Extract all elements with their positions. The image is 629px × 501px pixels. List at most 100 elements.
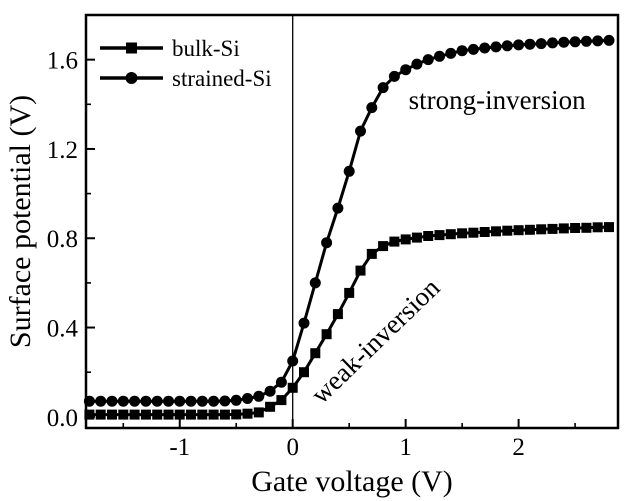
data-point-square <box>287 382 298 393</box>
data-point-square <box>174 409 185 420</box>
y-tick-label: 0.8 <box>47 226 78 253</box>
x-tick-label: 2 <box>512 434 525 461</box>
data-point-square <box>536 224 547 235</box>
data-point-circle <box>535 38 547 50</box>
data-point-square <box>219 409 230 420</box>
data-point-circle <box>140 395 152 407</box>
data-point-circle <box>253 390 265 402</box>
data-point-square <box>253 407 264 418</box>
x-tick-label: 0 <box>286 434 299 461</box>
y-axis-title: Surface potential (V) <box>4 95 37 348</box>
data-point-circle <box>501 40 513 52</box>
data-point-square <box>84 409 95 420</box>
data-point-square <box>332 309 343 320</box>
data-point-square <box>118 409 129 420</box>
data-point-square <box>400 234 411 245</box>
y-tick-label: 1.6 <box>47 48 78 75</box>
data-point-square <box>479 227 490 237</box>
data-point-square <box>355 265 366 276</box>
data-point-square <box>231 409 242 420</box>
data-point-square <box>95 409 106 420</box>
data-point-circle <box>242 393 253 404</box>
data-point-circle <box>185 395 197 407</box>
legend-label: bulk-Si <box>172 36 240 61</box>
series-bulk-si <box>84 222 614 420</box>
x-tick-label: -1 <box>169 434 190 461</box>
data-point-square <box>107 409 117 420</box>
y-tick-label: 0.4 <box>47 316 79 343</box>
data-point-circle <box>129 395 141 407</box>
data-point-circle <box>117 395 129 407</box>
data-point-square <box>558 223 569 234</box>
legend-circle-marker <box>125 72 138 84</box>
data-point-circle <box>513 39 525 51</box>
data-point-circle <box>151 395 163 407</box>
plot-frame <box>84 13 620 430</box>
data-point-square <box>265 401 276 412</box>
data-point-circle <box>196 395 208 407</box>
data-point-circle <box>309 277 321 289</box>
data-point-circle <box>355 125 366 137</box>
data-point-square <box>445 229 456 240</box>
data-point-circle <box>524 38 536 50</box>
data-point-circle <box>580 35 592 47</box>
data-point-circle <box>377 82 389 94</box>
data-point-square <box>570 223 581 233</box>
data-point-circle <box>298 317 310 329</box>
data-point-circle <box>603 34 615 46</box>
data-point-circle <box>174 395 186 407</box>
data-point-circle <box>490 41 502 53</box>
data-point-square <box>468 227 479 238</box>
data-point-circle <box>558 36 570 48</box>
y-tick-label: 0.0 <box>47 405 78 432</box>
series-strained-si <box>83 34 615 407</box>
data-point-circle <box>219 395 231 407</box>
data-point-square <box>592 222 603 233</box>
data-point-square <box>389 236 400 247</box>
data-point-circle <box>479 42 491 54</box>
axis-ticks <box>86 58 576 428</box>
data-point-square <box>140 409 151 420</box>
data-point-circle <box>208 395 220 407</box>
data-point-circle <box>106 395 118 407</box>
data-point-square <box>502 225 513 236</box>
data-point-circle <box>95 395 107 407</box>
data-point-circle <box>445 47 457 59</box>
x-axis-title: Gate voltage (V) <box>251 465 453 498</box>
axis-tick-labels: -1 0 1 2 0.0 0.4 0.8 1.2 1.6 <box>47 48 525 461</box>
data-point-square <box>513 225 524 236</box>
data-point-circle <box>456 45 468 57</box>
data-point-circle <box>366 102 378 114</box>
data-point-square <box>129 409 140 420</box>
legend: bulk-Si strained-Si <box>100 36 272 91</box>
data-point-circle <box>287 355 299 367</box>
data-point-circle <box>321 237 333 249</box>
data-point-square <box>581 222 592 233</box>
data-point-circle <box>400 64 412 76</box>
x-tick-label: 1 <box>399 434 412 461</box>
data-point-circle <box>230 394 242 406</box>
data-point-square <box>299 367 309 378</box>
data-point-square <box>242 408 253 419</box>
data-point-circle <box>547 37 558 49</box>
data-point-square <box>310 348 321 359</box>
data-point-square <box>163 409 174 420</box>
data-point-circle <box>343 165 355 177</box>
data-point-circle <box>332 202 344 214</box>
data-point-circle <box>275 376 287 388</box>
data-point-square <box>411 232 422 243</box>
data-point-circle <box>264 385 276 397</box>
legend-item-bulk-si: bulk-Si <box>100 36 240 61</box>
data-point-square <box>276 395 287 406</box>
legend-item-strained-si: strained-Si <box>100 66 272 91</box>
data-point-circle <box>434 50 445 62</box>
data-point-square <box>197 409 208 420</box>
y-tick-label: 1.2 <box>47 137 78 164</box>
annotation-strong-inversion: strong-inversion <box>409 85 586 115</box>
data-point-square <box>344 287 355 298</box>
data-point-circle <box>569 36 581 48</box>
data-point-square <box>604 222 614 233</box>
data-point-circle <box>411 58 423 70</box>
